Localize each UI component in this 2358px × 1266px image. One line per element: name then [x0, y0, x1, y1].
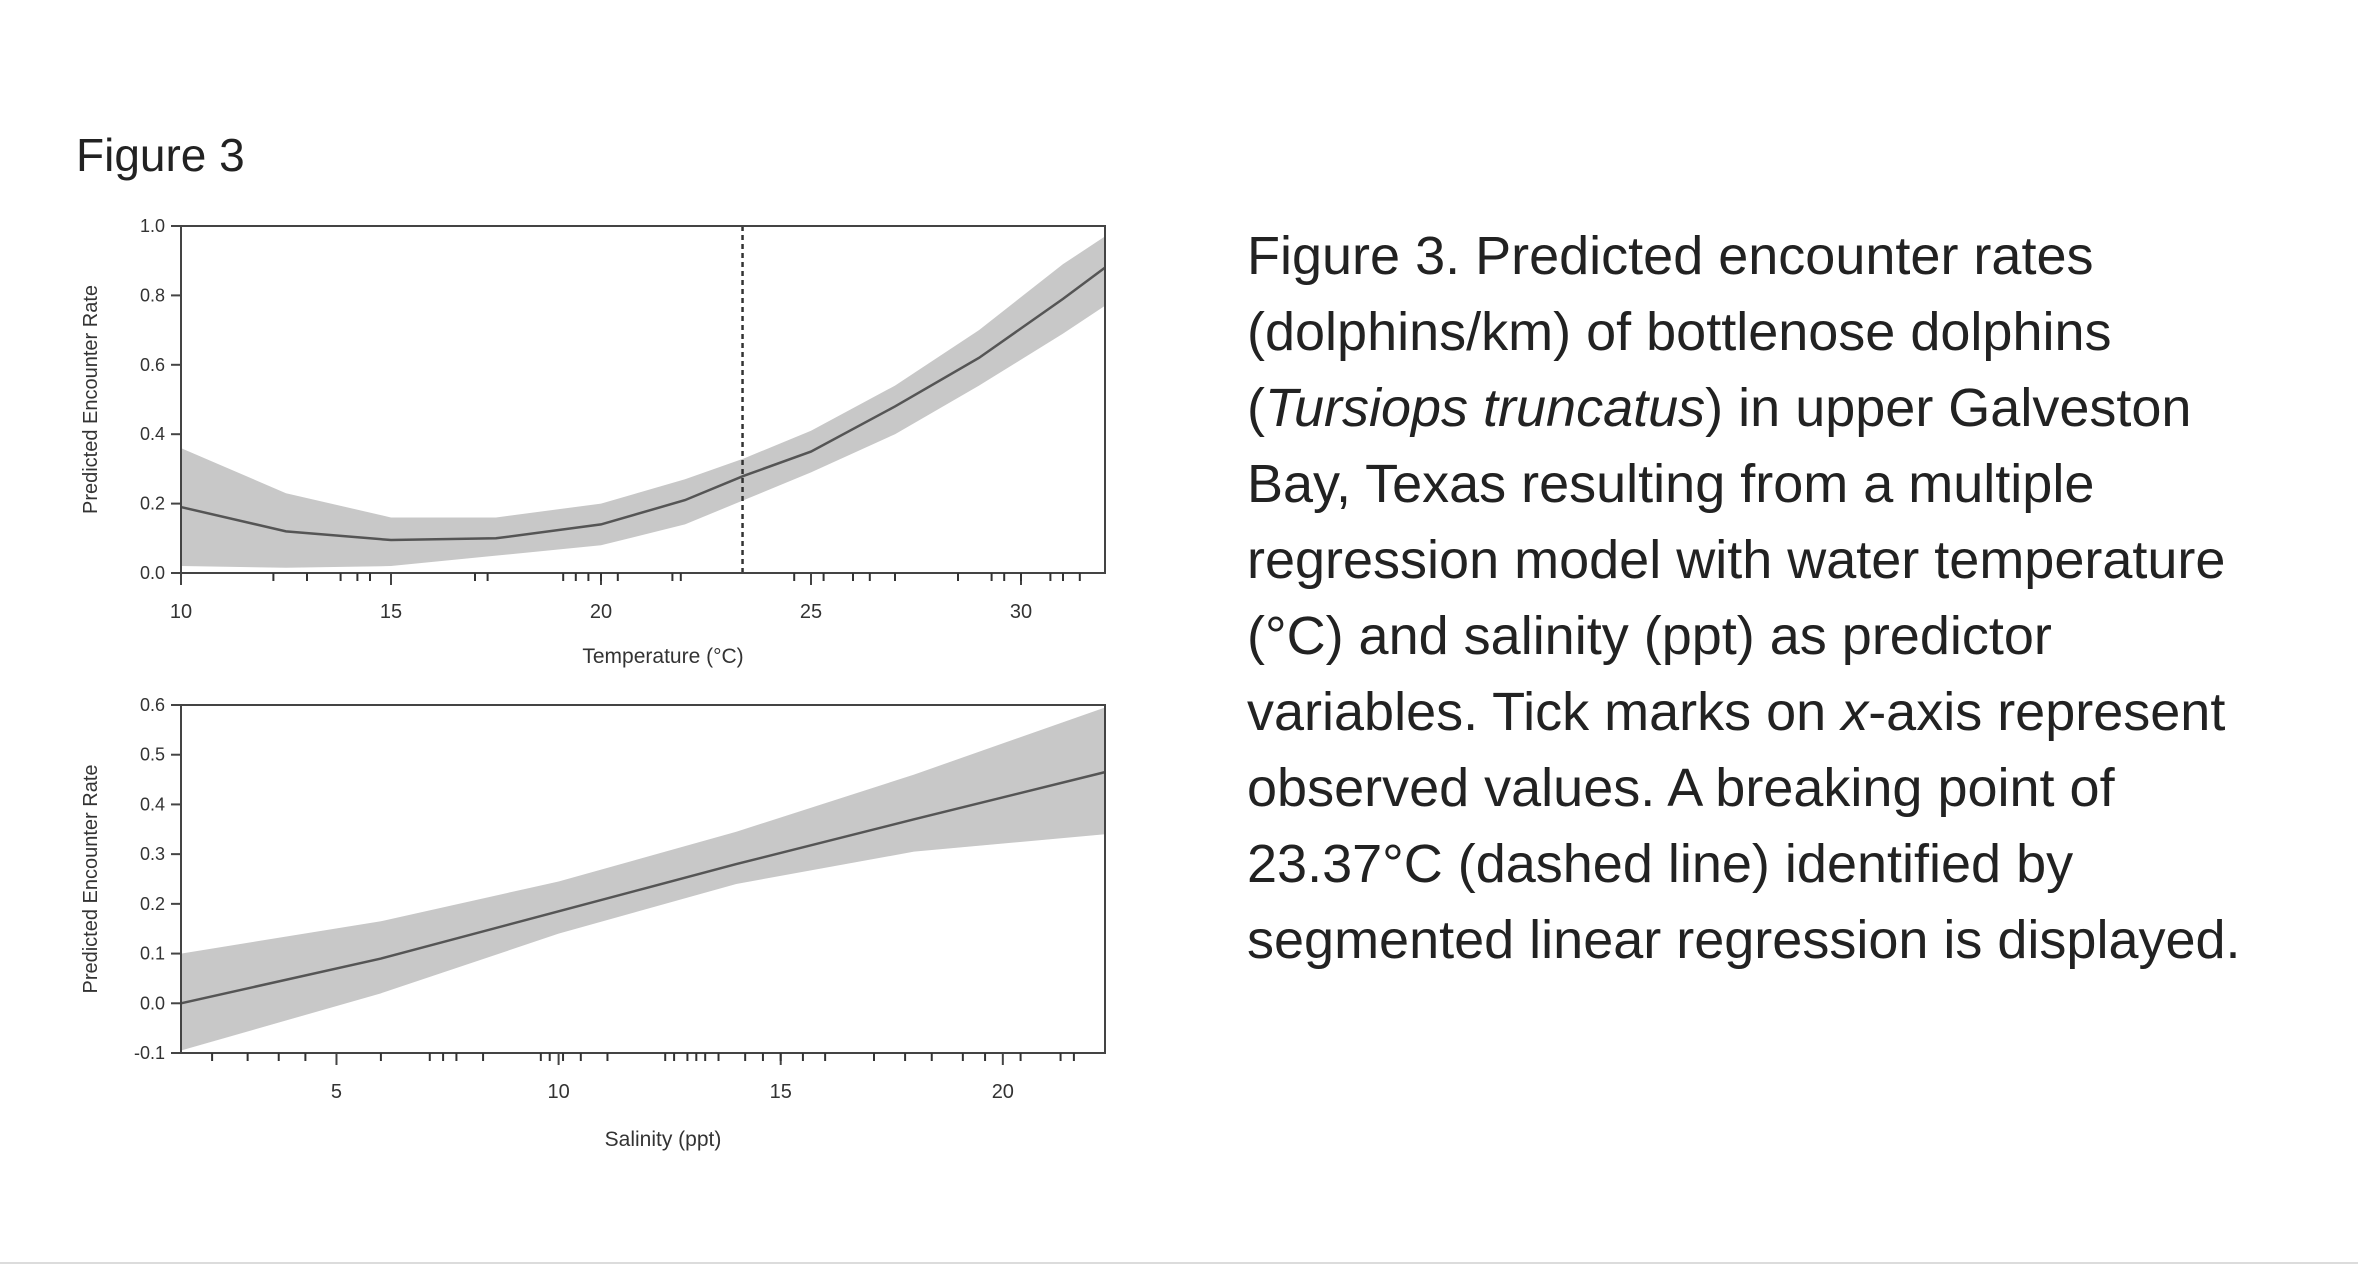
- bottom-divider: [0, 1262, 2358, 1264]
- y-tick-label: 1.0: [140, 216, 165, 236]
- caption-x-italic: x: [1841, 682, 1869, 742]
- x-tick-label: 15: [380, 601, 402, 623]
- salinity-panel: -0.1 0.0 0.1 0.2 0.3 0.4 0.5 0.6 5 10 15 20 Salinity…: [80, 695, 1106, 1151]
- x-tick-label: 10: [170, 601, 192, 623]
- y-tick-label: 0.8: [140, 285, 165, 305]
- y-axis-label: Predicted Encounter Rate: [80, 764, 102, 993]
- plot-frame: [180, 225, 1106, 574]
- x-tick-label: 25: [800, 601, 822, 623]
- y-tick-label: 0.6: [140, 695, 165, 715]
- y-axis-label: Predicted Encounter Rate: [80, 285, 102, 514]
- confidence-band: [181, 707, 1105, 1051]
- y-tick-label: 0.0: [140, 563, 165, 583]
- y-tick-label: 0.3: [140, 844, 165, 864]
- x-tick-label: 15: [770, 1081, 792, 1103]
- y-tick-label: 0.6: [140, 355, 165, 375]
- x-axis-label: Temperature (°C): [582, 645, 743, 668]
- x-tick-label: 30: [1010, 601, 1032, 623]
- y-tick-label: 0.4: [140, 794, 165, 814]
- temperature-panel: 0.0 0.2 0.4 0.6 0.8 1.0 10 15 20 25 30 Temperature …: [80, 216, 1106, 668]
- y-tick-label: 0.1: [140, 944, 165, 964]
- x-tick-label: 20: [992, 1081, 1014, 1103]
- figure-caption: Figure 3. Predicted encounter rates (dol…: [1247, 218, 2287, 978]
- x-axis-label: Salinity (ppt): [605, 1128, 722, 1151]
- caption-species: Tursiops truncatus: [1264, 378, 1706, 438]
- caption-lead: Figure 3.: [1247, 226, 1461, 286]
- x-tick-label: 10: [547, 1081, 569, 1103]
- caption-text-1: Predicted encounter rates (dolphins/km) …: [1247, 226, 2112, 438]
- x-tick-label: 20: [590, 601, 612, 623]
- fitted-line: [180, 770, 1106, 1005]
- y-tick-label: 0.2: [140, 494, 165, 514]
- plot-frame: [180, 704, 1106, 1054]
- x-tick-label: 5: [331, 1081, 342, 1103]
- y-tick-label: 0.0: [140, 993, 165, 1013]
- caption-text-2: ) in upper Galveston Bay, Texas resultin…: [1247, 378, 2226, 742]
- y-tick-label: 0.5: [140, 745, 165, 765]
- y-tick-label: -0.1: [134, 1043, 165, 1063]
- figure-label: Figure 3: [76, 129, 245, 181]
- y-tick-label: 0.2: [140, 894, 165, 914]
- y-tick-label: 0.4: [140, 424, 165, 444]
- confidence-band: [181, 236, 1105, 568]
- figure-panels: 0.0 0.2 0.4 0.6 0.8 1.0 10 15 20 25 30 Temperature …: [80, 216, 1106, 1151]
- fitted-line: [180, 266, 1106, 542]
- caption-text-3: -axis represent observed values. A break…: [1247, 682, 2241, 970]
